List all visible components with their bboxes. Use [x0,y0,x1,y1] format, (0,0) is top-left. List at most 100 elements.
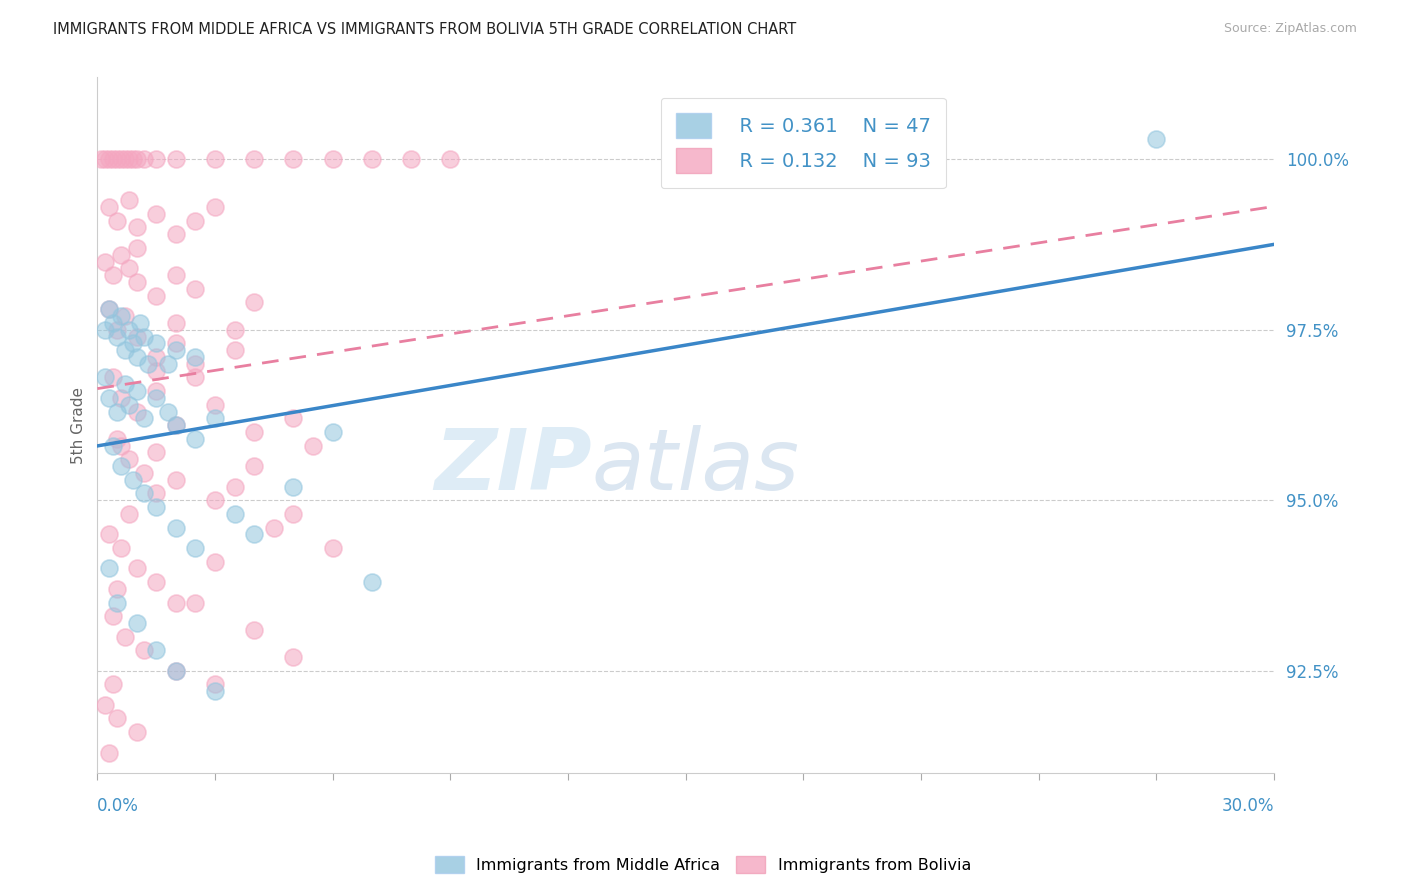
Point [184,541,207,555]
Point [165,595,187,609]
Point [94,698,117,712]
Point [145,643,167,657]
Point [243,153,266,167]
Point [204,677,226,691]
Point [283,411,305,425]
Point [145,350,167,364]
Point [118,398,141,412]
Text: ZIP: ZIP [434,425,592,508]
Point [165,268,187,283]
Point [105,213,128,227]
Point [165,153,187,167]
Point [110,391,132,405]
Point [125,384,148,398]
Point [114,343,136,358]
Point [98,200,121,214]
Point [263,520,285,534]
Point [94,153,117,167]
Point [145,288,167,302]
Point [204,555,226,569]
Point [184,370,207,384]
Point [98,153,121,167]
Point [101,316,124,330]
Point [129,316,152,330]
Point [283,153,305,167]
Point [156,404,179,418]
Point [94,254,117,268]
Point [105,329,128,343]
Point [204,411,226,425]
Point [145,445,167,459]
Point [121,473,143,487]
Point [101,439,124,453]
Point [125,275,148,289]
Point [165,336,187,351]
Point [145,391,167,405]
Text: atlas: atlas [592,425,800,508]
Point [243,459,266,474]
Point [204,153,226,167]
Point [184,282,207,296]
Point [110,309,132,323]
Text: Source: ZipAtlas.com: Source: ZipAtlas.com [1223,22,1357,36]
Point [224,323,246,337]
Point [94,323,117,337]
Point [98,527,121,541]
Point [134,643,156,657]
Point [134,486,156,500]
Point [145,486,167,500]
Point [114,309,136,323]
Point [145,384,167,398]
Point [145,336,167,351]
Point [243,623,266,637]
Point [125,404,148,418]
Point [125,329,148,343]
Point [165,520,187,534]
Point [165,418,187,433]
Point [145,207,167,221]
Point [138,357,160,371]
Y-axis label: 5th Grade: 5th Grade [72,387,86,464]
Point [110,439,132,453]
Point [98,302,121,317]
Point [283,650,305,665]
Point [118,153,141,167]
Point [98,391,121,405]
Point [98,302,121,317]
Legend: Immigrants from Middle Africa, Immigrants from Bolivia: Immigrants from Middle Africa, Immigrant… [429,849,977,880]
Point [224,507,246,521]
Point [243,425,266,439]
Point [204,493,226,508]
Point [134,153,156,167]
Point [105,595,128,609]
Point [184,213,207,227]
Point [145,575,167,590]
Point [204,398,226,412]
Point [322,541,344,555]
Point [243,295,266,310]
Point [399,153,422,167]
Point [125,561,148,575]
Point [121,153,143,167]
Point [118,193,141,207]
Point [165,316,187,330]
Point [114,377,136,392]
Point [121,336,143,351]
Text: 30.0%: 30.0% [1222,797,1274,815]
Point [361,153,384,167]
Point [439,153,461,167]
Point [118,261,141,276]
Point [105,582,128,596]
Point [283,507,305,521]
Point [125,153,148,167]
Point [101,370,124,384]
Point [105,153,128,167]
Point [101,609,124,624]
Point [243,527,266,541]
Point [224,343,246,358]
Point [98,561,121,575]
Point [165,473,187,487]
Point [145,364,167,378]
Point [165,664,187,678]
Point [118,323,141,337]
